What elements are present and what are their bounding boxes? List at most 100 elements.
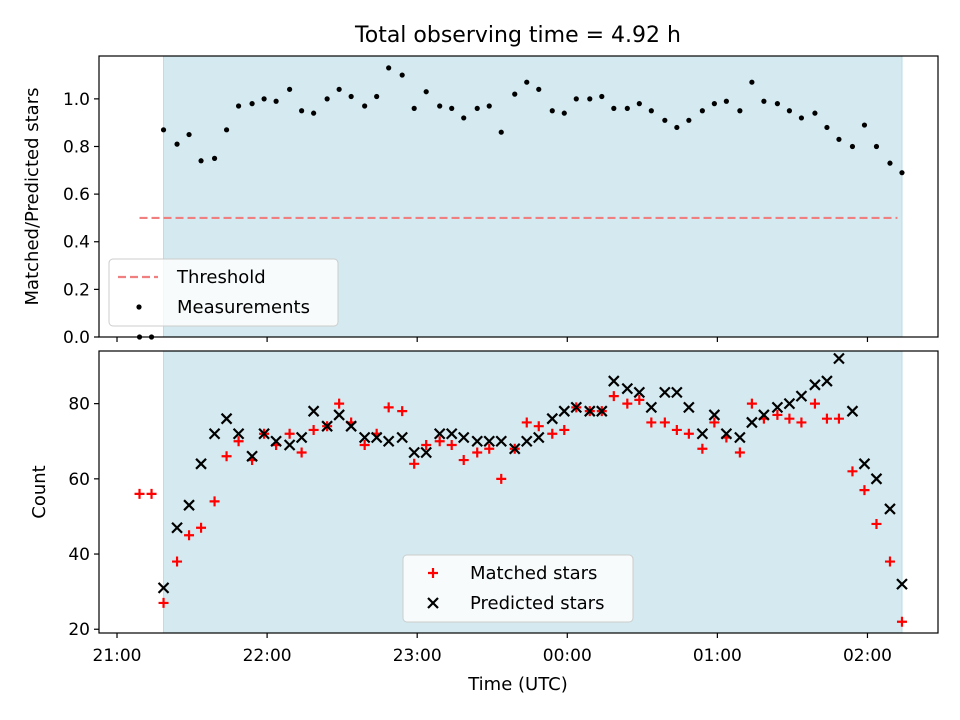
measurement-point: [486, 103, 492, 109]
measurement-point: [399, 72, 405, 78]
matched-star-point: [809, 398, 820, 409]
legend-measurement-label: Measurements: [177, 297, 310, 318]
matched-star-point: [409, 458, 420, 469]
predicted-star-point: [445, 427, 458, 440]
y-tick-label: 0.2: [63, 280, 90, 300]
measurement-point: [686, 117, 692, 123]
count-panel: 20 40 60 80 21:00 22:00 23:00 00:00 01:00 02:00 Co…: [29, 350, 939, 666]
measurement-point: [536, 86, 542, 92]
predicted-star-point: [520, 435, 533, 448]
predicted-star-point: [283, 439, 296, 451]
y-tick-label: 40: [68, 545, 90, 565]
predicted-star-point: [295, 431, 308, 444]
measurement-point: [873, 143, 880, 150]
measurement-point: [836, 136, 842, 142]
measurement-point: [824, 124, 830, 131]
predicted-star-point: [358, 431, 371, 444]
measurement-point: [587, 96, 593, 102]
predicted-star-point: [858, 458, 871, 470]
y-tick-label: 20: [68, 620, 90, 640]
matched-star-point: [784, 413, 795, 424]
matched-star-point: [158, 597, 169, 608]
predicted-star-point: [570, 401, 583, 414]
measurement-point: [699, 108, 705, 114]
predicted-star-point: [321, 420, 333, 432]
measurement-point: [798, 115, 805, 121]
matched-star-point: [458, 455, 469, 466]
predicted-star-point: [870, 473, 883, 485]
predicted-star-point: [333, 409, 345, 421]
matched-star-point: [659, 417, 670, 428]
matched-star-point: [821, 413, 832, 424]
measurement-point: [648, 108, 654, 114]
predicted-star-point: [382, 435, 395, 448]
measurement-point: [386, 65, 392, 71]
matched-star-point: [296, 447, 307, 458]
measurement-point: [861, 122, 868, 128]
predicted-star-point: [795, 390, 808, 402]
measurement-point: [549, 108, 555, 114]
matched-star-point: [496, 473, 507, 484]
measurement-point: [711, 101, 717, 107]
predicted-star-point: [546, 412, 559, 425]
legend-matched-label: Matched stars: [470, 563, 597, 584]
matched-star-point: [184, 530, 195, 541]
x-tick-label: 21:00: [93, 646, 142, 666]
matched-star-point: [472, 447, 483, 458]
measurement-point: [761, 98, 767, 104]
legend-predicted-label: Predicted stars: [470, 593, 604, 614]
predicted-star-point: [433, 427, 446, 440]
measurement-point: [287, 86, 293, 92]
predicted-star-point: [457, 431, 470, 444]
predicted-star-point: [408, 446, 420, 459]
measurement-point: [186, 131, 192, 138]
matched-star-point: [434, 436, 445, 447]
predicted-star-point: [734, 431, 746, 444]
legend: Matched stars Predicted stars: [402, 554, 634, 623]
x-axis-label: Time (UTC): [467, 674, 568, 695]
predicted-star-point: [671, 386, 683, 399]
predicted-star-point: [758, 409, 770, 421]
predicted-star-point: [508, 442, 521, 455]
matched-star-point: [284, 428, 295, 439]
predicted-star-point: [246, 450, 258, 463]
predicted-star-point: [821, 375, 833, 387]
matched-star-point: [421, 440, 432, 450]
x-tick-label: 00:00: [543, 646, 592, 666]
predicted-star-point: [270, 435, 282, 448]
predicted-star-point: [696, 427, 709, 440]
measurement-point: [273, 98, 279, 104]
measurement-point: [211, 155, 218, 161]
predicted-star-point: [771, 401, 784, 414]
predicted-star-point: [596, 405, 608, 417]
matched-star-point: [697, 443, 708, 454]
measurement-point: [449, 105, 455, 111]
matched-star-point: [233, 436, 244, 447]
matched-star-point: [484, 443, 495, 454]
measurement-point: [611, 105, 617, 111]
predicted-star-point: [633, 386, 646, 399]
measurement-point: [636, 101, 642, 107]
measurement-point: [899, 170, 905, 176]
matched-star-point: [533, 421, 544, 432]
y-tick-label: 60: [68, 470, 90, 490]
measurement-point: [887, 160, 893, 166]
predicted-star-point: [232, 427, 245, 440]
matched-star-point: [871, 518, 882, 529]
matched-star-point: [859, 485, 870, 496]
series-matched-stars: [134, 391, 907, 627]
predicted-star-point: [645, 401, 658, 414]
predicted-star-point: [532, 431, 545, 444]
matched-star-point: [308, 424, 319, 435]
predicted-star-point: [220, 412, 233, 425]
matched-star-point: [446, 440, 457, 450]
matched-star-point: [196, 522, 207, 533]
y-tick-label: 0.6: [63, 185, 90, 205]
measurement-point: [849, 143, 856, 150]
measurement-point: [249, 101, 255, 107]
predicted-star-point: [157, 582, 170, 594]
predicted-star-point: [584, 405, 596, 417]
measurement-point: [423, 89, 429, 95]
matched-star-point: [134, 488, 145, 499]
predicted-star-point: [746, 416, 758, 429]
